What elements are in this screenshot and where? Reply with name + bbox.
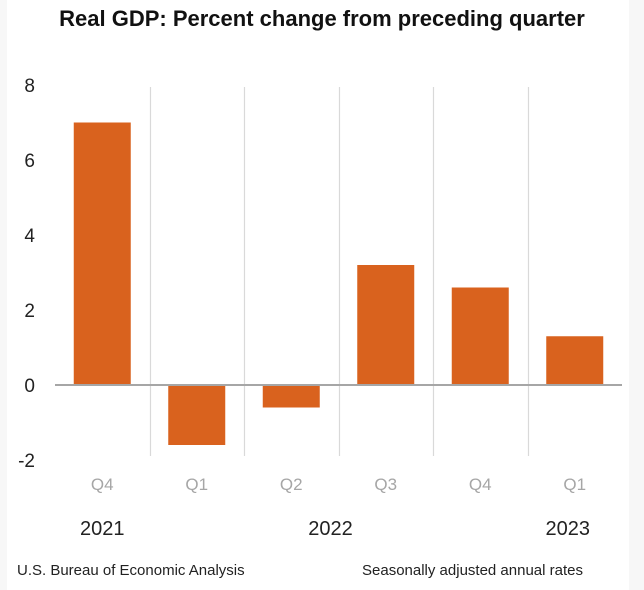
source-note: U.S. Bureau of Economic Analysis — [17, 562, 245, 579]
x-tick-label: Q1 — [563, 475, 586, 494]
y-tick-label: 6 — [24, 151, 35, 172]
left-margin-strip — [0, 0, 7, 590]
x-tick-label: Q4 — [469, 475, 492, 494]
chart-title: Real GDP: Percent change from preceding … — [59, 6, 585, 31]
gridlines — [149, 87, 530, 456]
bars — [73, 122, 604, 445]
x-tick-label: Q4 — [91, 475, 114, 494]
year-label: 2023 — [546, 518, 591, 540]
x-axis-quarter-ticks: Q4 Q1 Q2 Q3 Q4 Q1 — [91, 475, 586, 494]
x-axis-year-labels: 2021 2022 2023 — [80, 518, 590, 540]
y-tick-label: 2 — [24, 301, 35, 322]
bar-2023-q1 — [546, 336, 604, 385]
x-tick-label: Q1 — [185, 475, 208, 494]
y-tick-label: 0 — [24, 376, 35, 397]
bar-2022-q3 — [357, 265, 415, 385]
bar-2022-q1 — [168, 385, 226, 445]
right-margin-strip — [629, 0, 644, 590]
y-tick-label: 8 — [24, 76, 35, 97]
bar-2022-q2 — [262, 385, 320, 408]
y-axis-ticks: 8 6 4 2 0 -2 — [18, 76, 35, 472]
adjustment-note: Seasonally adjusted annual rates — [362, 562, 583, 579]
year-label: 2022 — [308, 518, 353, 540]
y-tick-label: 4 — [24, 226, 35, 247]
year-label: 2021 — [80, 518, 125, 540]
bar-2021-q4 — [73, 122, 131, 385]
bar-2022-q4 — [451, 287, 509, 385]
x-tick-label: Q2 — [280, 475, 303, 494]
y-tick-label: -2 — [18, 451, 35, 472]
x-tick-label: Q3 — [374, 475, 397, 494]
